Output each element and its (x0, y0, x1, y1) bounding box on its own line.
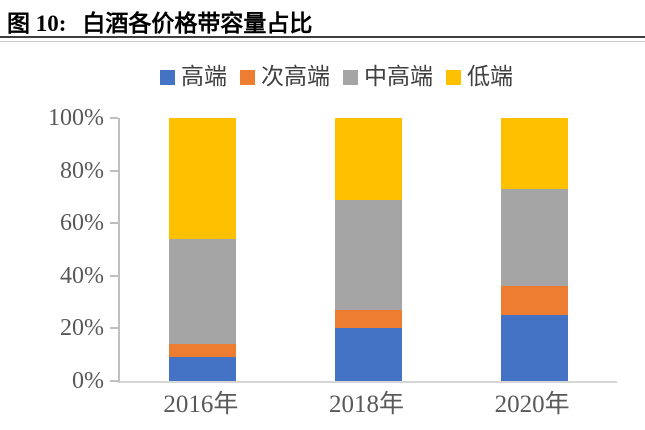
y-tick-label: 80% (60, 157, 104, 184)
y-tick-mark (110, 327, 118, 330)
bar-segment-中高端 (500, 189, 568, 287)
bar-segment-低端 (169, 118, 237, 240)
bar-segment-低端 (500, 118, 568, 190)
y-axis-labels: 0% 20% 40% 60% 80% 100% (0, 106, 104, 393)
bar-segment-中高端 (335, 199, 402, 310)
bar-segment-高端 (500, 315, 568, 381)
bar-slot-2016年 (120, 118, 286, 381)
legend-item-低端: 低端 (446, 62, 513, 92)
plot-area (110, 117, 617, 383)
x-axis-label-2018年: 2018年 (329, 391, 405, 418)
legend-item-次高端: 次高端 (240, 62, 330, 92)
legend: 高端 次高端 中高端 低端 (0, 62, 645, 92)
legend-label: 中高端 (364, 64, 433, 89)
y-tick-label: 100% (48, 105, 104, 131)
bar-2018年 (335, 118, 402, 381)
legend-label: 低端 (467, 64, 513, 89)
y-tick-mark (110, 380, 118, 382)
y-tick-label: 40% (60, 262, 104, 289)
bar-segment-高端 (335, 328, 402, 381)
legend-item-高端: 高端 (160, 62, 227, 92)
header-divider-shadow (0, 41, 645, 42)
bar-segment-次高端 (335, 310, 402, 329)
bar-segment-中高端 (169, 239, 237, 345)
bar-segment-次高端 (500, 286, 568, 316)
bar-segment-高端 (169, 357, 237, 381)
header-divider (0, 36, 645, 38)
bar-2020年 (500, 118, 568, 381)
x-axis-label-2020年: 2020年 (494, 391, 570, 418)
bar-segment-次高端 (169, 344, 237, 358)
figure-title: 白酒各价格带容量占比 (82, 11, 313, 36)
legend-swatch-icon (240, 69, 255, 85)
y-tick-mark (110, 169, 118, 172)
bar-slot-2018年 (286, 118, 452, 381)
legend-swatch-icon (160, 69, 175, 85)
y-tick-label: 60% (60, 210, 104, 237)
legend-swatch-icon (343, 69, 358, 85)
legend-item-中高端: 中高端 (343, 62, 433, 92)
figure-label: 图 10: (7, 11, 67, 36)
x-axis-labels: 2016年 2018年 2020年 (118, 391, 615, 419)
y-tick-mark (110, 222, 118, 225)
bars (120, 118, 617, 381)
x-axis-label-2016年: 2016年 (163, 391, 239, 418)
legend-label: 次高端 (261, 64, 330, 89)
bar-slot-2020年 (451, 118, 617, 381)
y-tick-label: 0% (72, 368, 104, 394)
y-tick-label: 20% (60, 315, 104, 342)
legend-swatch-icon (446, 69, 461, 85)
figure-header: 图 10: 白酒各价格带容量占比 (7, 4, 312, 38)
y-tick-mark (110, 117, 118, 119)
bar-2016年 (169, 118, 237, 381)
y-tick-mark (110, 274, 118, 277)
legend-label: 高端 (181, 64, 227, 89)
bar-segment-低端 (335, 118, 402, 200)
